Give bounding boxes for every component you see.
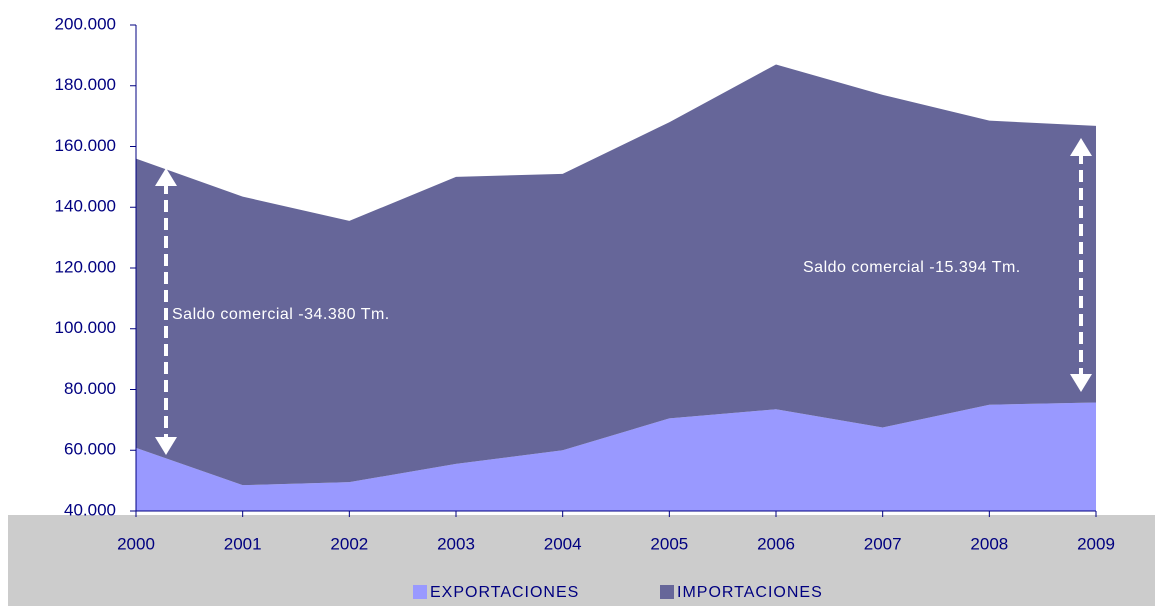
arrow-head	[155, 437, 177, 455]
arrow-head	[1070, 138, 1092, 156]
y-tick-label: 180.000	[55, 75, 116, 94]
x-tick-label: 2006	[757, 534, 795, 553]
x-tick-label: 2008	[970, 534, 1008, 553]
legend-label: EXPORTACIONES	[430, 584, 579, 601]
y-tick-label: 140.000	[55, 197, 116, 216]
y-tick-label: 100.000	[55, 318, 116, 337]
y-tick-label: 40.000	[64, 500, 116, 519]
y-tick-label: 80.000	[64, 379, 116, 398]
annotation: Saldo comercial -34.380 Tm.	[172, 306, 390, 323]
annotation: Saldo comercial -15.394 Tm.	[803, 259, 1021, 276]
x-tick-label: 2004	[544, 534, 582, 553]
legend-swatch	[660, 585, 674, 599]
x-tick-label: 2002	[330, 534, 368, 553]
y-tick-label: 120.000	[55, 257, 116, 276]
legend-label: IMPORTACIONES	[677, 584, 823, 601]
x-tick-label: 2003	[437, 534, 475, 553]
legend-swatch	[413, 585, 427, 599]
x-tick-label: 2005	[650, 534, 688, 553]
x-tick-label: 2007	[864, 534, 902, 553]
x-tick-label: 2009	[1077, 534, 1115, 553]
arrow-head	[155, 168, 177, 186]
y-tick-label: 60.000	[64, 440, 116, 459]
area	[136, 402, 1096, 511]
y-tick-label: 160.000	[55, 136, 116, 155]
x-tick-label: 2000	[117, 534, 155, 553]
area	[136, 64, 1096, 486]
y-tick-label: 200.000	[55, 14, 116, 33]
x-tick-label: 2001	[224, 534, 262, 553]
legend-band	[8, 515, 1155, 606]
arrow-head	[1070, 374, 1092, 392]
